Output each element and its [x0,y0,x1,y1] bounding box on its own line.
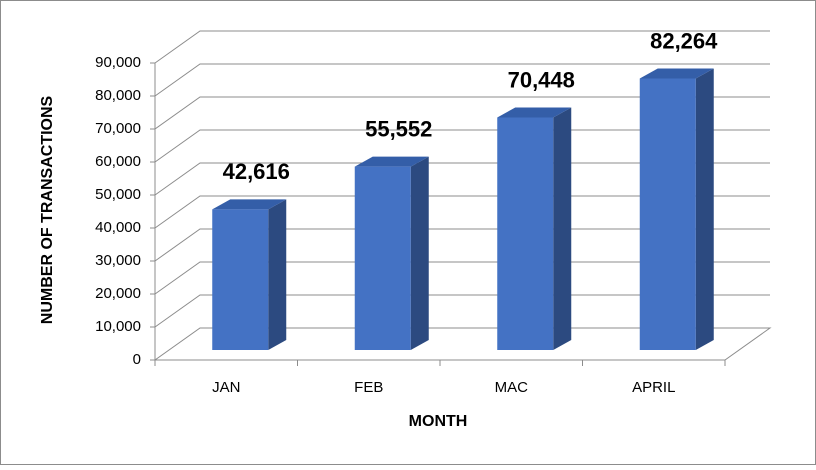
bar-side [553,107,572,350]
y-axis-label: NUMBER OF TRANSACTIONS [39,95,56,324]
y-tick-label: 10,000 [95,318,141,335]
bar-top [639,68,714,79]
bar-front [212,209,269,350]
data-label: 70,448 [508,67,575,92]
grid-line [154,63,770,97]
x-axis-label: MONTH [409,413,468,430]
x-tick-label: FEB [354,379,383,396]
bar-top [354,156,429,167]
y-tick-label: 60,000 [95,153,141,170]
bar-front [639,78,696,350]
y-tick-label: 20,000 [95,285,141,302]
data-label: 55,552 [365,116,432,141]
x-tick-label: JAN [212,379,240,396]
y-tick-label: 30,000 [95,252,141,269]
bar-side [410,156,429,350]
grid-line [154,294,770,328]
bar [354,156,429,350]
grid-line [154,228,770,262]
bar-side [268,199,287,350]
grid-line [154,261,770,295]
bar [497,107,572,350]
bar-front [354,166,411,350]
bar-top [212,199,287,210]
bar-top [497,107,572,118]
bar [639,68,714,350]
y-tick-label: 90,000 [95,54,141,71]
grid-line [154,96,770,130]
y-tick-label: 50,000 [95,186,141,203]
data-label: 82,264 [650,28,718,53]
data-label: 42,616 [223,159,290,184]
grid-line [154,30,770,64]
x-tick-label: MAC [495,379,529,396]
grid-line [154,195,770,229]
y-tick-label: 40,000 [95,219,141,236]
x-tick-label: APRIL [632,379,675,396]
y-tick-label: 0 [133,351,141,368]
floor [153,327,772,361]
y-tick-label: 80,000 [95,87,141,104]
bar-front [497,117,554,350]
grid-line [154,162,770,196]
bar-side [695,68,714,350]
y-tick-label: 70,000 [95,120,141,137]
bar [212,199,287,350]
grid-line [154,129,770,163]
